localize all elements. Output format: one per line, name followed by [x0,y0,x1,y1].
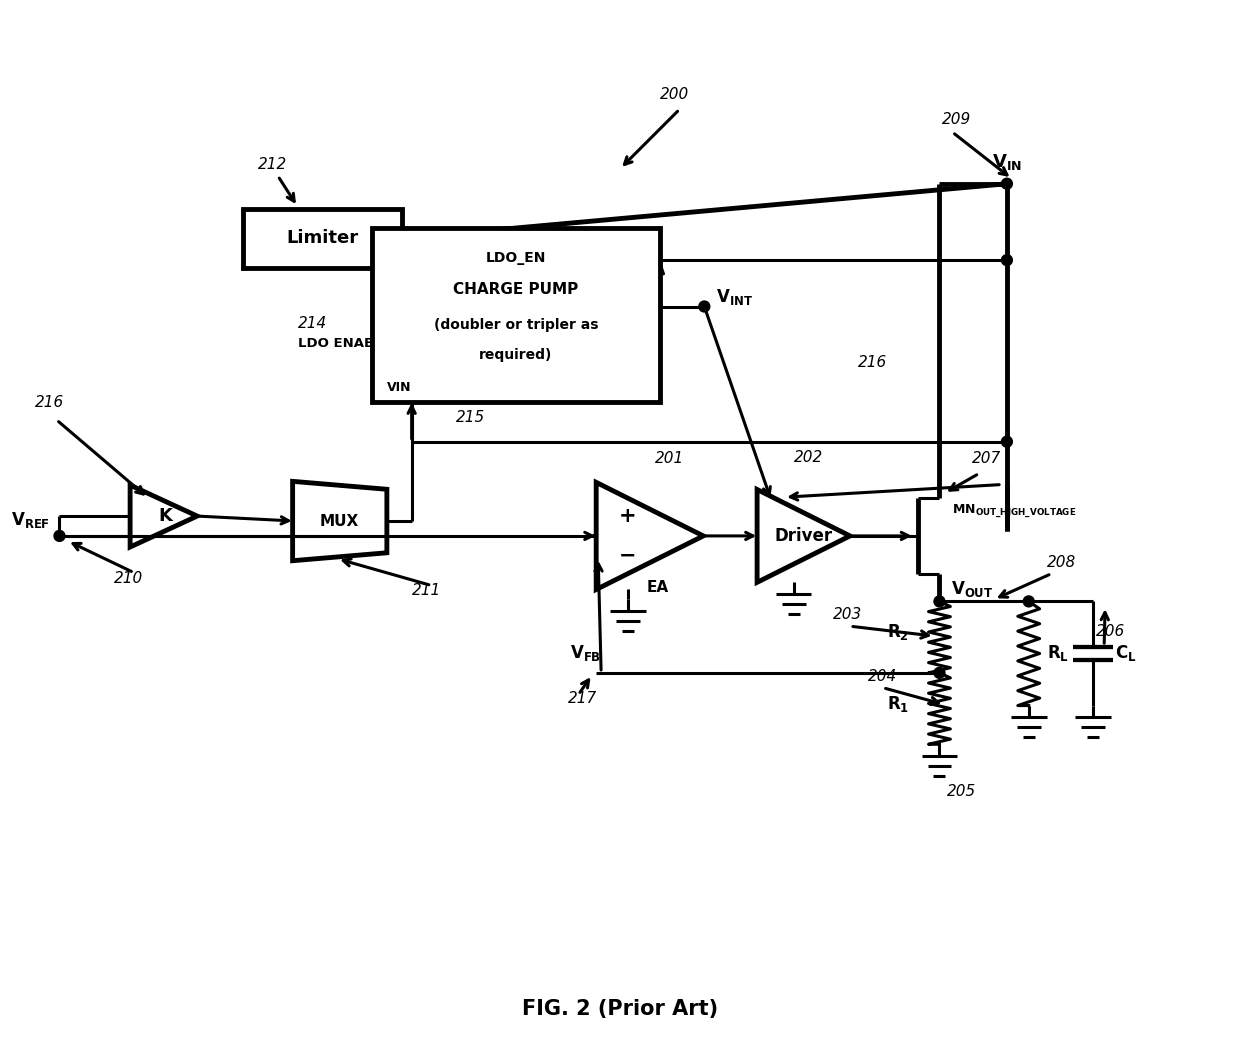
Circle shape [934,596,945,606]
Text: $\mathbf{MN_{OUT\_HIGH\_VOLTAGE}}$: $\mathbf{MN_{OUT\_HIGH\_VOLTAGE}}$ [952,503,1076,520]
Text: Driver: Driver [775,527,832,544]
Text: $\mathbf{R_L}$: $\mathbf{R_L}$ [1047,643,1069,663]
Text: 207: 207 [972,452,1002,467]
Text: +: + [619,507,637,527]
Text: 217: 217 [568,691,598,705]
Text: 215: 215 [456,410,486,425]
Text: K: K [159,507,172,526]
Circle shape [1002,436,1012,447]
Text: $\mathbf{V_{FB}}$: $\mathbf{V_{FB}}$ [569,643,601,663]
Text: (doubler or tripler as: (doubler or tripler as [434,317,598,332]
Text: 209: 209 [942,112,972,127]
Text: 216: 216 [858,355,888,370]
Text: $\mathbf{R_2}$: $\mathbf{R_2}$ [887,622,909,642]
Circle shape [1002,254,1012,266]
Text: Limiter: Limiter [286,229,358,247]
Text: 204: 204 [868,668,898,684]
Text: $\mathbf{V_{REF}}$: $\mathbf{V_{REF}}$ [11,510,50,530]
Text: 202: 202 [794,450,823,465]
Text: 216: 216 [35,395,64,410]
Text: 210: 210 [114,571,144,585]
Text: 211: 211 [412,583,441,598]
Text: required): required) [479,348,553,363]
Text: CHARGE PUMP: CHARGE PUMP [453,283,578,297]
FancyBboxPatch shape [372,228,660,401]
Text: $\mathbf{C_L}$: $\mathbf{C_L}$ [1115,643,1137,663]
Circle shape [1023,596,1034,606]
Text: LDO ENABLE: LDO ENABLE [298,337,392,350]
Text: −: − [619,545,636,565]
Text: 206: 206 [1096,624,1126,639]
Circle shape [699,301,709,312]
Text: VIN: VIN [387,380,412,394]
Text: $\mathbf{V_{IN}}$: $\mathbf{V_{IN}}$ [992,151,1022,171]
Text: FIG. 2 (Prior Art): FIG. 2 (Prior Art) [522,1000,718,1019]
FancyBboxPatch shape [243,208,402,268]
Circle shape [1002,179,1012,189]
Circle shape [934,667,945,678]
Text: 208: 208 [1047,555,1076,570]
Text: 200: 200 [660,87,689,102]
Text: MUX: MUX [320,514,360,529]
Text: 203: 203 [833,607,863,622]
Circle shape [55,531,64,541]
Text: LDO_EN: LDO_EN [486,251,546,265]
Text: 205: 205 [947,784,977,799]
Text: $\mathbf{V_{INT}}$: $\mathbf{V_{INT}}$ [717,287,753,307]
Text: $\mathbf{R_1}$: $\mathbf{R_1}$ [887,694,909,714]
Text: 201: 201 [655,452,684,467]
Text: 212: 212 [258,157,288,172]
Text: $\mathbf{V_{OUT}}$: $\mathbf{V_{OUT}}$ [951,579,993,599]
Text: 214: 214 [298,315,327,331]
Text: 213: 213 [635,330,665,346]
Text: EA: EA [646,580,668,595]
